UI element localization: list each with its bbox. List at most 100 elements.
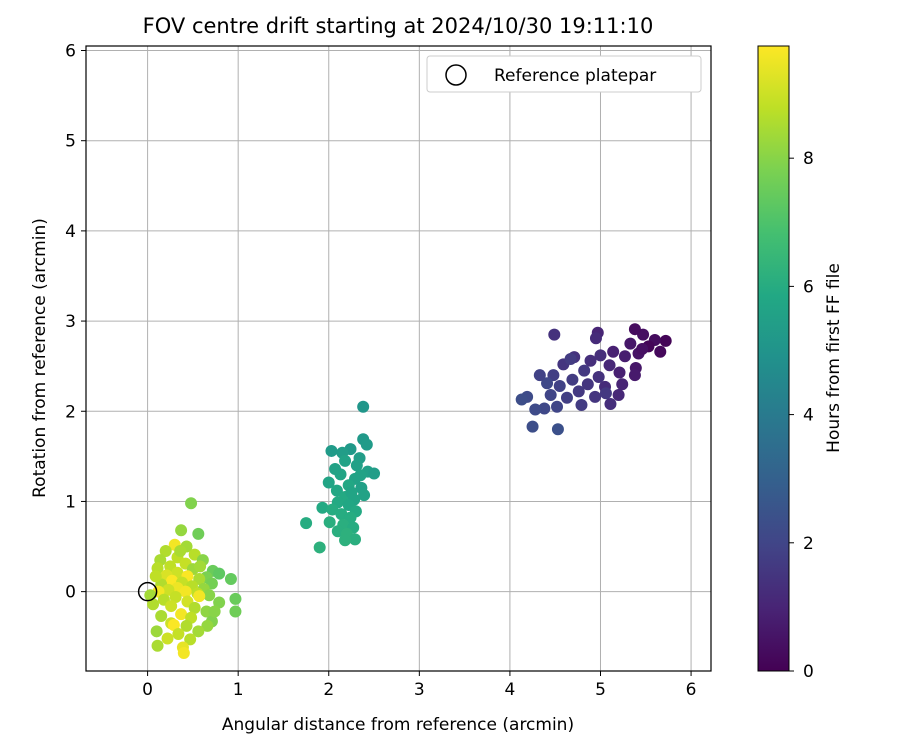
data-point <box>594 349 607 362</box>
data-point <box>636 343 649 356</box>
data-point <box>165 600 178 613</box>
data-point <box>551 400 564 413</box>
data-point <box>147 598 160 611</box>
data-point <box>161 632 174 645</box>
data-point <box>533 369 546 382</box>
y-tick-label: 4 <box>65 222 76 242</box>
data-point <box>358 489 371 502</box>
colorbar-ticks: 0 2 4 6 8 <box>789 149 814 682</box>
data-point <box>349 533 362 546</box>
data-point <box>360 438 373 451</box>
x-tick-label: 5 <box>595 680 606 700</box>
data-point <box>339 534 352 547</box>
colorbar-tick-label: 2 <box>803 534 814 554</box>
data-point <box>323 516 336 529</box>
data-point <box>192 625 205 638</box>
data-point <box>613 366 626 379</box>
legend-entry-reference: Reference platepar <box>494 66 656 86</box>
data-point <box>566 373 579 386</box>
legend: Reference platepar <box>426 55 702 93</box>
data-point <box>316 501 329 514</box>
y-tick-label: 2 <box>65 402 76 422</box>
x-tick-label: 4 <box>504 680 515 700</box>
data-point <box>188 601 201 614</box>
data-point <box>526 420 539 433</box>
data-point <box>551 423 564 436</box>
data-point <box>169 591 182 604</box>
data-point <box>194 560 207 573</box>
data-point <box>300 517 313 530</box>
data-point <box>330 484 343 497</box>
data-point <box>548 328 561 341</box>
data-point <box>350 459 363 472</box>
data-point <box>177 646 190 659</box>
data-point <box>357 400 370 413</box>
data-point <box>616 378 629 391</box>
data-point <box>192 527 205 540</box>
data-point <box>538 402 551 415</box>
colorbar-gradient <box>757 45 790 672</box>
data-point <box>578 364 591 377</box>
data-point <box>150 625 163 638</box>
x-tick-label: 2 <box>323 680 334 700</box>
data-point <box>628 323 641 336</box>
y-tick-label: 0 <box>65 583 76 603</box>
colorbar: 0 2 4 6 8 Hours from first FF file <box>757 45 844 682</box>
data-point <box>339 454 352 467</box>
data-point <box>224 573 237 586</box>
colorbar-tick-label: 4 <box>803 406 814 426</box>
data-point <box>149 570 162 583</box>
x-tick-label: 6 <box>686 680 697 700</box>
data-point <box>599 387 612 400</box>
colorbar-tick-label: 0 <box>803 662 814 682</box>
scatter-points <box>144 323 672 659</box>
data-point <box>659 334 672 347</box>
data-point <box>159 545 172 558</box>
data-point <box>229 605 242 618</box>
data-point <box>179 585 192 598</box>
x-axis-label: Angular distance from reference (arcmin) <box>222 715 574 735</box>
data-point <box>628 369 641 382</box>
y-tick-label: 1 <box>65 492 76 512</box>
data-point <box>654 345 667 358</box>
data-point <box>185 497 198 510</box>
y-tick-label: 6 <box>65 42 76 62</box>
data-point <box>607 345 620 358</box>
y-tick-label: 3 <box>65 312 76 332</box>
data-point <box>175 608 188 621</box>
data-point <box>581 378 594 391</box>
data-point <box>180 619 193 632</box>
data-point <box>229 592 242 605</box>
data-point <box>174 545 187 558</box>
data-point <box>604 398 617 411</box>
data-point <box>564 352 577 365</box>
chart-title: FOV centre drift starting at 2024/10/30 … <box>143 14 654 38</box>
data-point <box>155 609 168 622</box>
data-point <box>515 393 528 406</box>
data-point <box>541 377 554 390</box>
data-point <box>331 525 344 538</box>
data-point <box>172 628 185 641</box>
reference-marker-layer <box>137 581 158 602</box>
data-point <box>167 619 180 632</box>
data-point <box>345 486 358 499</box>
x-tick-label: 0 <box>142 680 153 700</box>
data-point <box>368 467 381 480</box>
data-point <box>175 524 188 537</box>
data-point <box>624 337 637 350</box>
data-point <box>325 444 338 457</box>
x-tick-label: 3 <box>414 680 425 700</box>
colorbar-tick-label: 6 <box>803 277 814 297</box>
data-point <box>326 503 339 516</box>
x-tick-label: 1 <box>233 680 244 700</box>
data-point <box>313 541 326 554</box>
colorbar-label: Hours from first FF file <box>824 263 844 453</box>
data-point <box>213 596 226 609</box>
colorbar-tick-label: 8 <box>803 149 814 169</box>
data-point <box>618 350 631 363</box>
reference-platepar-marker <box>137 581 158 602</box>
data-point <box>603 359 616 372</box>
data-point <box>572 385 585 398</box>
